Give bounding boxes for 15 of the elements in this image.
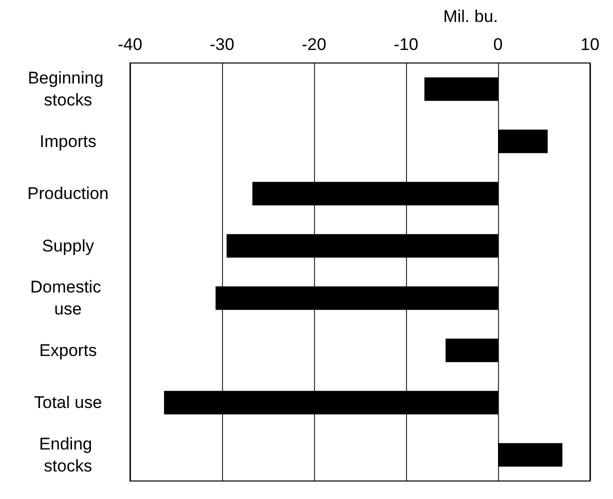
y-tick-label: Ending stocks (39, 434, 97, 476)
x-tick-label: -30 (210, 35, 234, 54)
y-tick-label: Total use (34, 393, 102, 412)
y-tick-label: Domestic use (30, 278, 106, 319)
x-tick-label: -40 (118, 35, 142, 54)
x-tick-label: 0 (493, 35, 503, 54)
y-tick-label: Production (27, 184, 109, 204)
x-tick-label: -10 (394, 35, 418, 54)
y-tick-label: Exports (39, 340, 97, 360)
x-tick-label: 10 (580, 35, 600, 54)
x-tick-label: -20 (302, 35, 326, 54)
y-tick-label: Imports (40, 132, 96, 151)
y-axis-title: Mil. bu. (443, 7, 498, 26)
y-tick-label: Supply (42, 236, 94, 256)
y-tick-label: Beginning stocks (28, 68, 108, 110)
